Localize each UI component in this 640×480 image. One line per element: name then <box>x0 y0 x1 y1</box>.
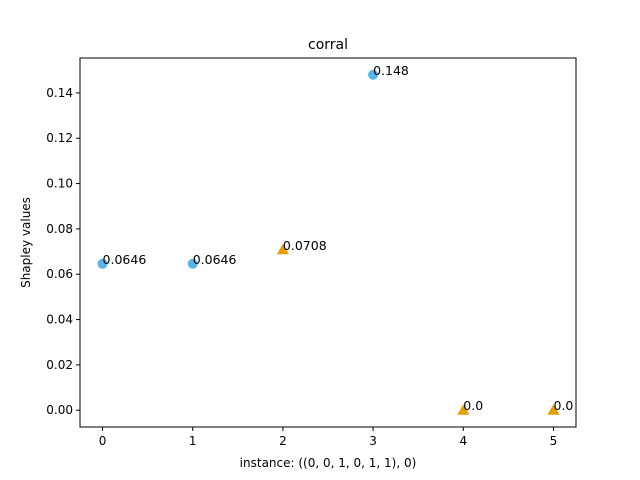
data-point-triangle <box>276 243 289 255</box>
x-axis-ticks: 0 1 2 3 4 5 <box>99 427 558 448</box>
x-tick-label: 4 <box>459 434 467 448</box>
y-tick-label: 0.08 <box>46 222 73 236</box>
data-label: 0.0 <box>463 398 483 413</box>
y-axis-ticks: 0.00 0.02 0.04 0.06 0.08 0.10 0.12 0.14 <box>46 86 80 417</box>
y-tick-label: 0.14 <box>46 86 73 100</box>
x-tick-label: 0 <box>99 434 107 448</box>
data-label: 0.0 <box>553 398 573 413</box>
data-point-circle <box>187 258 198 269</box>
data-label: 0.148 <box>373 63 409 78</box>
data-points <box>97 69 560 415</box>
x-axis-label: instance: ((0, 0, 1, 0, 1, 1), 0) <box>240 456 417 470</box>
data-point-circle <box>97 258 108 269</box>
y-tick-label: 0.00 <box>46 403 73 417</box>
x-tick-label: 5 <box>550 434 558 448</box>
data-labels: 0.0646 0.0646 0.0708 0.148 0.0 0.0 <box>103 63 574 413</box>
data-point-circle <box>368 69 379 80</box>
x-tick-label: 2 <box>279 434 287 448</box>
y-tick-label: 0.10 <box>46 177 73 191</box>
y-tick-label: 0.04 <box>46 313 73 327</box>
y-tick-label: 0.12 <box>46 131 73 145</box>
plot-area-frame <box>79 57 577 428</box>
y-tick-label: 0.06 <box>46 267 73 281</box>
data-label: 0.0708 <box>283 238 327 253</box>
x-tick-label: 1 <box>189 434 197 448</box>
y-axis-label: Shapley values <box>19 197 33 288</box>
data-label: 0.0646 <box>193 252 237 267</box>
x-tick-label: 3 <box>369 434 377 448</box>
data-point-triangle <box>547 404 560 415</box>
y-tick-label: 0.02 <box>46 358 73 372</box>
data-label: 0.0646 <box>103 252 147 267</box>
data-point-triangle <box>457 404 470 415</box>
chart-title: corral <box>308 37 348 53</box>
